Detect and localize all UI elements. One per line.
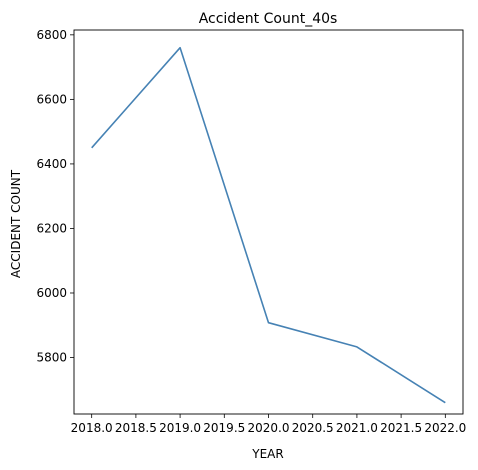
y-axis-label: ACCIDENT COUNT bbox=[9, 169, 23, 278]
x-axis-label: YEAR bbox=[251, 447, 283, 461]
y-axis: 5800 6000 6200 6400 6600 6800 bbox=[36, 28, 74, 365]
y-tick-label: 6000 bbox=[36, 286, 67, 300]
x-tick-label: 2020.0 bbox=[248, 421, 290, 435]
chart-title: Accident Count_40s bbox=[199, 11, 338, 27]
x-tick-label: 2021.0 bbox=[336, 421, 378, 435]
x-tick-label: 2018.5 bbox=[115, 421, 157, 435]
x-tick-label: 2021.5 bbox=[380, 421, 422, 435]
y-tick-label: 6800 bbox=[36, 28, 67, 42]
x-tick-label: 2019.5 bbox=[203, 421, 245, 435]
y-tick-label: 6200 bbox=[36, 221, 67, 235]
x-tick-label: 2022.0 bbox=[424, 421, 466, 435]
x-tick-label: 2018.0 bbox=[71, 421, 113, 435]
series-layer bbox=[91, 46, 446, 404]
x-tick-label: 2020.5 bbox=[292, 421, 334, 435]
y-tick-label: 5800 bbox=[36, 351, 67, 365]
x-tick-label: 2019.0 bbox=[159, 421, 201, 435]
plot-frame bbox=[73, 29, 464, 415]
x-axis: 2018.0 2018.5 2019.0 2019.5 2020.0 2020.5 2021… bbox=[71, 414, 466, 435]
y-tick-label: 6600 bbox=[36, 92, 67, 106]
plot-area bbox=[73, 29, 464, 415]
y-tick-label: 6400 bbox=[36, 157, 67, 171]
series-line-0 bbox=[91, 46, 446, 404]
